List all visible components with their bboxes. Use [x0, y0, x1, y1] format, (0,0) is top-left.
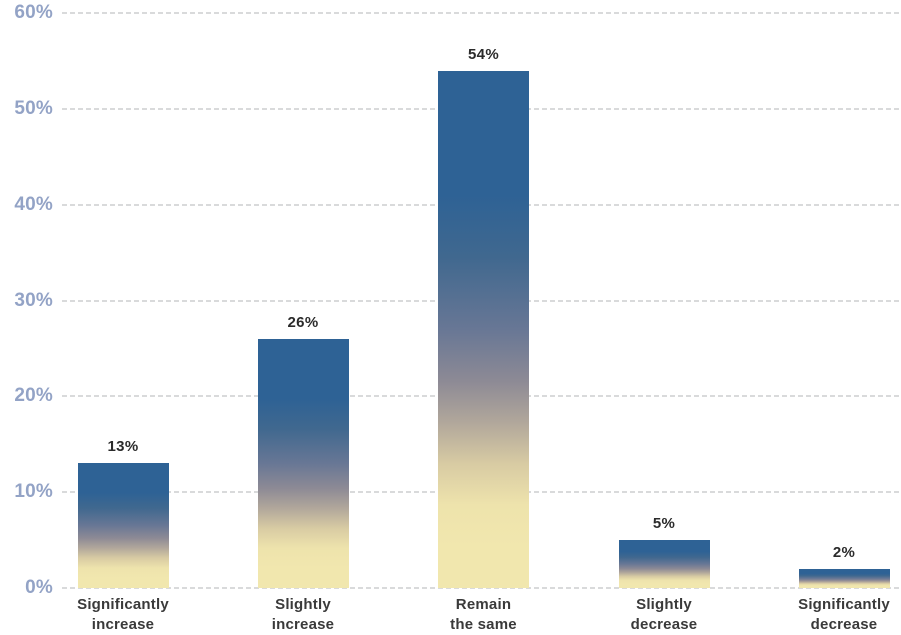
x-axis-category-label-line: increase: [271, 616, 335, 633]
x-axis-category-label-line: Significantly: [77, 596, 169, 613]
gridline-0%: [62, 587, 899, 589]
bar-value-label-slightly-decrease: 5%: [652, 515, 676, 533]
x-axis-category-label-significantly-increase: Significantly increase: [39, 595, 207, 635]
y-axis-tick-label: 10%: [14, 481, 53, 503]
bar-slightly-increase: [257, 338, 349, 588]
y-axis-tick-label: 50%: [14, 97, 53, 119]
x-axis-category-label-slightly-decrease: Slightly decrease: [580, 595, 748, 635]
bar-value-label-significantly-increase: 13%: [107, 438, 139, 456]
x-axis-category-label-line: decrease: [630, 616, 698, 633]
bar-slightly-decrease: [618, 540, 710, 588]
y-axis-tick-label: 0%: [25, 577, 53, 598]
x-axis-category-label-line: the same: [450, 616, 517, 633]
x-axis-category-label-line: increase: [91, 616, 155, 633]
x-axis-category-label-significantly-decrease: Significantly decrease: [760, 595, 901, 635]
x-axis-category-label-line: Remain: [455, 596, 512, 613]
x-axis-category-label-line: Significantly: [798, 596, 890, 613]
bar-value-label-slightly-increase: 26%: [287, 313, 319, 331]
bar-significantly-decrease: [798, 568, 890, 588]
y-axis-tick-label: 20%: [14, 385, 53, 407]
bar-significantly-increase: [77, 463, 169, 588]
x-axis-category-label-line: Slightly: [275, 596, 331, 613]
x-axis-category-label-remain-the-same: Remain the same: [400, 595, 568, 635]
y-axis-tick-label: 30%: [14, 289, 53, 311]
gridline-60%: [62, 12, 899, 14]
y-axis-tick-label: 60%: [14, 2, 53, 23]
bar-value-label-significantly-decrease: 2%: [832, 543, 856, 561]
x-axis-category-label-line: Slightly: [636, 596, 692, 613]
x-axis-category-label-line: decrease: [810, 616, 878, 633]
bar-remain-the-same: [438, 70, 529, 588]
bar-value-label-remain-the-same: 54%: [468, 45, 499, 63]
y-axis-tick-label: 40%: [14, 193, 53, 215]
x-axis-category-label-slightly-increase: Slightly increase: [219, 595, 387, 635]
